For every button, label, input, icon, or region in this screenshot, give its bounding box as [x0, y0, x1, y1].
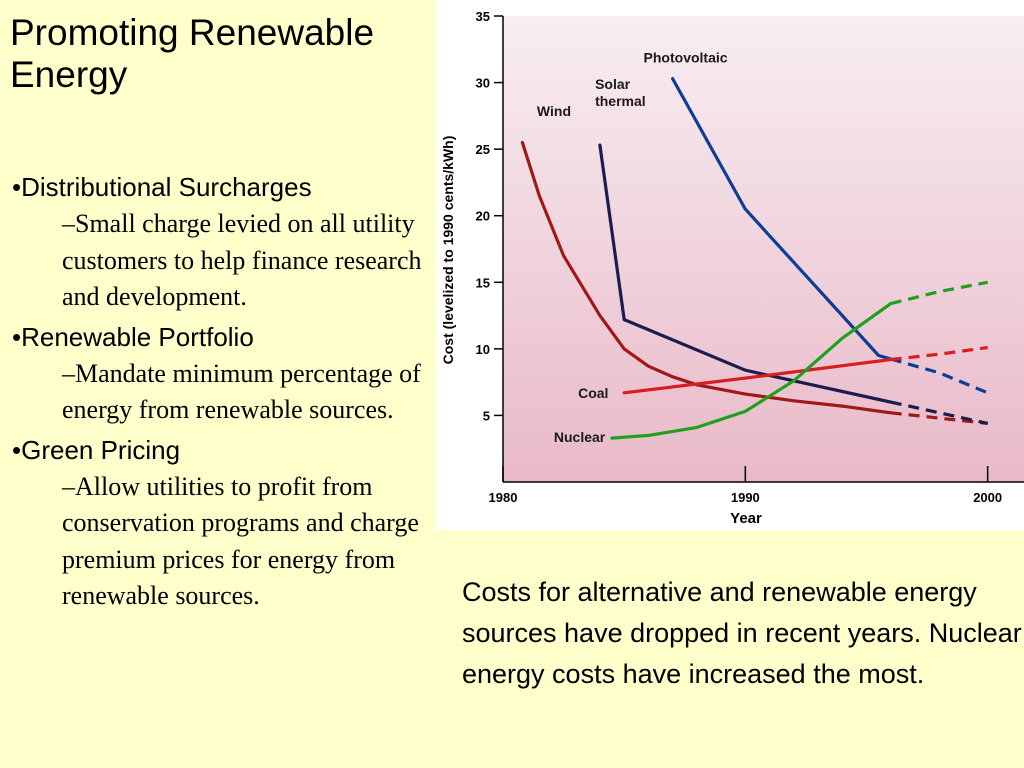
y-tick-label: 30	[476, 76, 490, 91]
series-line-nuclear	[610, 302, 893, 440]
y-tick-label: 15	[476, 275, 490, 290]
y-tick-label: 35	[476, 9, 490, 24]
axes: 5 10 15 20 25 30 35 1980 1990 2000	[476, 9, 1024, 505]
series-line-wind	[520, 140, 893, 415]
y-tick-label: 10	[476, 342, 490, 357]
chart-caption: Costs for alternative and renewable ener…	[462, 577, 1022, 689]
cost-chart-svg: 5 10 15 20 25 30 35 1980 1990 2000 Wind Solar therm…	[440, 9, 1024, 527]
x-axis-title: Year	[730, 510, 762, 527]
x-tick-label: 1990	[731, 490, 760, 505]
y-tick-label: 20	[476, 209, 490, 224]
cost-chart: 5 10 15 20 25 30 35 1980 1990 2000 Wind Solar therm…	[436, 0, 1024, 530]
plot-area	[503, 16, 1024, 482]
sub-bullet-distributional-surcharges: –Small charge levied on all utility cust…	[62, 209, 422, 311]
bullet-green-pricing: •Green Pricing	[12, 434, 181, 465]
x-tick-label: 1980	[489, 490, 518, 505]
slide-title: Promoting Renewable Energy	[10, 12, 375, 95]
series-layer	[520, 77, 989, 440]
series-labels: Wind Solar thermal Photovoltaic Coal Nuclear	[537, 50, 728, 445]
bullet-list: •Distributional Surcharges –Small charge…	[12, 170, 432, 619]
series-projection-nuclear	[890, 280, 989, 306]
y-axis-title: Cost (levelized to 1990 cents/kWh)	[440, 136, 456, 365]
series-label-coal: Coal	[578, 385, 608, 401]
sub-bullet-green-pricing: –Allow utilities to profit from conserva…	[62, 471, 419, 611]
series-projection-solar-thermal	[890, 400, 989, 425]
series-projection-wind	[890, 411, 988, 425]
bullet-distributional-surcharges: •Distributional Surcharges	[12, 172, 312, 202]
x-tick-label: 2000	[973, 490, 1002, 505]
series-label-wind: Wind	[537, 103, 571, 119]
series-projection-coal	[890, 345, 988, 362]
series-label-nuclear: Nuclear	[554, 429, 606, 445]
series-line-photovoltaic	[671, 77, 893, 361]
bullet-renewable-portfolio: •Renewable Portfolio	[12, 321, 254, 352]
series-line-solar-thermal	[598, 143, 893, 404]
y-tick-label: 25	[476, 142, 490, 157]
series-label-photovoltaic: Photovoltaic	[644, 50, 728, 66]
series-line-coal	[622, 357, 893, 395]
y-tick-label: 5	[483, 408, 490, 423]
series-label-solar-thermal: Solar thermal	[595, 76, 646, 109]
sub-bullet-renewable-portfolio: –Mandate minimum percentage of energy fr…	[62, 358, 421, 425]
